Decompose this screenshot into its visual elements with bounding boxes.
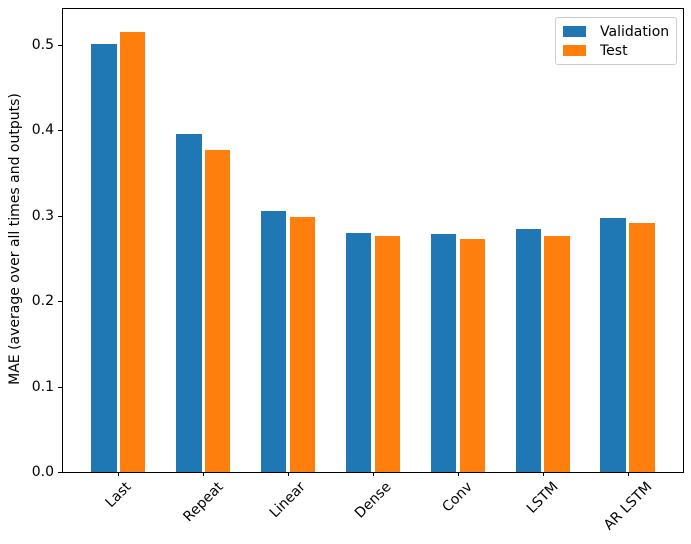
y-tick-label: 0.1 — [31, 378, 54, 395]
x-tick-label-last: Last — [102, 479, 135, 511]
bar-validation-dense — [345, 232, 372, 472]
x-tick-mark — [457, 472, 459, 476]
bar-test-lstm — [544, 236, 570, 472]
bar-test-last — [120, 32, 146, 472]
legend: Validation Test — [555, 17, 677, 65]
y-tick-label: 0.3 — [31, 207, 54, 224]
plot-area: 0.0 0.1 0.2 0.3 0.4 0.5 Last Repeat Linear Dense C… — [32, 8, 684, 534]
legend-label-test: Test — [600, 42, 628, 59]
bar-validation-last — [91, 44, 117, 472]
y-tick-label: 0.0 — [31, 464, 54, 480]
y-tick-mark — [58, 215, 62, 217]
y-tick-mark — [58, 472, 62, 473]
bar-test-ar-lstm — [629, 223, 655, 472]
y-tick-label: 0.5 — [31, 36, 54, 53]
x-tick-mark — [288, 472, 290, 476]
bar-validation-lstm — [515, 228, 542, 472]
y-tick-mark — [58, 130, 62, 132]
legend-item-validation: Validation — [563, 23, 669, 40]
test-swatch — [563, 45, 586, 56]
y-tick-mark — [58, 386, 62, 388]
y-tick-label: 0.2 — [31, 293, 54, 310]
bar-validation-conv — [430, 233, 457, 472]
x-tick-label-dense: Dense — [351, 479, 395, 522]
bar-validation-repeat — [176, 133, 202, 472]
x-tick-mark — [542, 472, 544, 476]
bar-test-repeat — [204, 149, 231, 472]
bar-test-dense — [374, 236, 401, 472]
legend-label-validation: Validation — [600, 23, 670, 40]
bar-validation-ar-lstm — [600, 218, 626, 472]
y-tick-mark — [58, 44, 62, 46]
y-axis-label: MAE (average over all times and outputs) — [7, 93, 23, 385]
x-tick-mark — [118, 472, 120, 476]
x-tick-label-linear: Linear — [266, 479, 309, 522]
x-tick-label-conv: Conv — [439, 479, 476, 516]
x-tick-label-ar-lstm: AR LSTM — [600, 479, 655, 534]
x-tick-label-repeat: Repeat — [180, 479, 227, 526]
bar-validation-linear — [260, 211, 287, 472]
x-tick-mark — [627, 472, 629, 476]
x-tick-mark — [203, 472, 205, 476]
bar-test-conv — [459, 238, 486, 472]
y-tick-label: 0.4 — [31, 122, 54, 139]
bar-test-linear — [289, 217, 316, 472]
x-tick-label-lstm: LSTM — [524, 479, 562, 517]
y-tick-mark — [58, 301, 62, 303]
x-tick-mark — [373, 472, 374, 476]
validation-swatch — [563, 26, 586, 37]
legend-item-test: Test — [563, 42, 669, 59]
